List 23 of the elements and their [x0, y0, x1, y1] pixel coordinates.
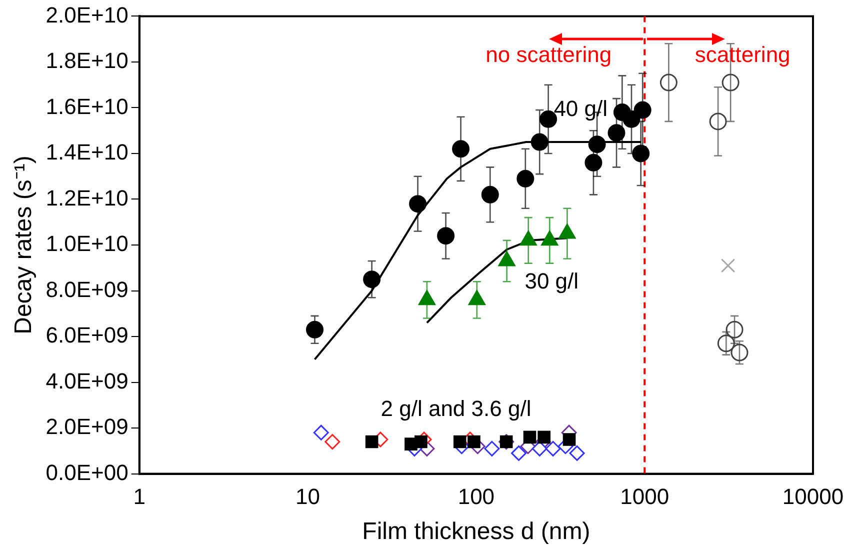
x-tick-label: 10 [296, 484, 320, 510]
annotation: 2 g/l and 3.6 g/l [380, 396, 532, 421]
y-tick-label: 2.0E+10 [46, 2, 128, 28]
y-tick-label: 1.2E+10 [46, 185, 128, 210]
y-tick-label: 4.0E+09 [46, 368, 128, 394]
x-tick-label: 1000 [620, 484, 670, 510]
x-tick-label: 10000 [782, 484, 844, 510]
annotation: 40 g/l [554, 96, 608, 122]
annotation: no scattering [486, 42, 612, 68]
y-tick-label: 2.0E+09 [46, 414, 128, 440]
x-tick-label: 1 [133, 484, 146, 510]
y-tick-label: 1.0E+10 [46, 231, 128, 256]
annotation: scattering [694, 42, 790, 68]
y-tick-label: 6.0E+09 [46, 322, 128, 348]
x-axis-title: Film thickness d (nm) [362, 518, 590, 546]
y-tick-label: 1.4E+10 [46, 140, 128, 165]
y-tick-label: 0.0E+00 [46, 460, 128, 485]
annotation: 30 g/l [524, 268, 579, 294]
y-tick-label: 8.0E+09 [46, 276, 128, 302]
x-tick-label: 100 [458, 484, 495, 510]
y-tick-label: 1.8E+10 [46, 48, 128, 74]
y-tick-label: 1.6E+10 [46, 94, 128, 119]
y-axis-title: Decay rates (s⁻¹) [10, 156, 38, 334]
